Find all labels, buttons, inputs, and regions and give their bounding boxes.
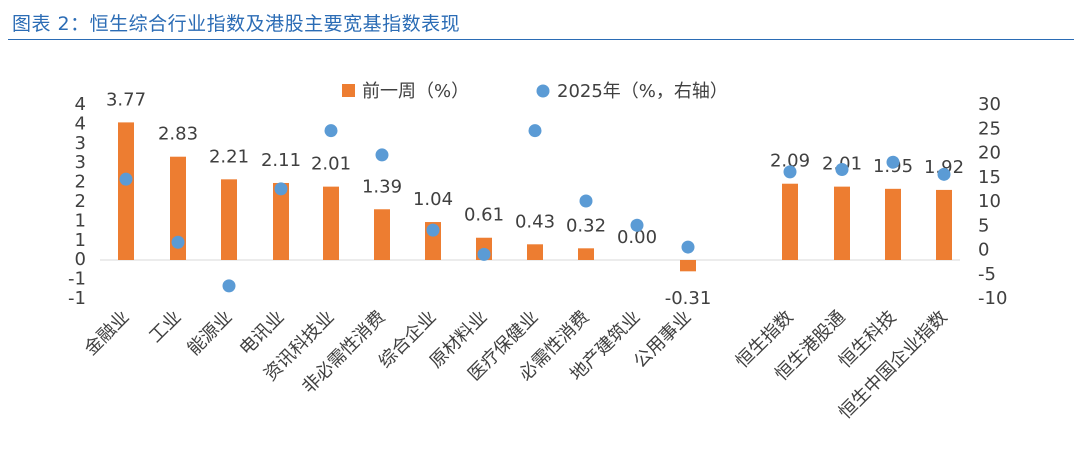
title-rule	[8, 39, 1074, 40]
right-tick-label: 0	[978, 240, 989, 261]
left-tick-label: -1	[68, 269, 86, 290]
left-tick-label: -1	[68, 288, 86, 309]
scatter-point	[528, 124, 542, 138]
right-tick-label: 15	[978, 167, 1001, 188]
bar-data-label: 2.83	[158, 124, 198, 145]
bar	[782, 183, 798, 260]
left-tick-label: 0	[75, 249, 86, 270]
scatter-point	[375, 148, 389, 162]
x-axis-categories: 金融业 工业能源业电讯业资讯科技业非必需性消费综合企业原材料业医疗保健业必需性消费…	[81, 307, 952, 424]
legend-swatch-bar	[342, 84, 355, 97]
scatter-point	[783, 165, 797, 179]
legend-swatch-dot	[536, 84, 550, 98]
scatter-point	[119, 172, 133, 186]
scatter-point	[171, 235, 185, 249]
bar-data-label: 0.61	[464, 205, 504, 226]
scatter-point	[324, 124, 338, 138]
bar	[885, 188, 901, 260]
bar	[527, 244, 543, 260]
x-category-label: 金融业	[81, 307, 134, 360]
bar-data-label: 0.43	[515, 211, 555, 232]
left-tick-label: 4	[75, 94, 86, 115]
right-tick-label: 20	[978, 143, 1001, 164]
bar-data-label: 1.92	[924, 157, 964, 178]
left-tick-label: 3	[75, 133, 86, 154]
scatter-point	[274, 182, 288, 196]
bar-data-label: -0.31	[665, 288, 712, 309]
x-category-label: 能源业	[184, 307, 237, 360]
bar	[118, 122, 134, 261]
scatter-point	[579, 194, 593, 208]
bar-series	[118, 122, 952, 272]
bar	[374, 209, 390, 260]
x-category-label: 公用事业	[630, 307, 696, 373]
left-tick-label: 3	[75, 152, 86, 173]
scatter-point	[937, 167, 951, 181]
scatter-point	[681, 240, 695, 254]
right-tick-label: 25	[978, 118, 1001, 139]
bar	[323, 186, 339, 260]
legend-label-bar: 前一周（%）	[362, 81, 469, 102]
page-title: 图表 2：恒生综合行业指数及港股主要宽基指数表现	[12, 13, 461, 35]
scatter-point	[835, 162, 849, 176]
bar-data-label: 2.11	[261, 150, 301, 171]
left-tick-label: 2	[75, 172, 86, 193]
legend: 前一周（%） 2025年（%，右轴）	[342, 81, 728, 102]
bar-data-label: 3.77	[106, 89, 146, 110]
bar-data-label: 2.21	[209, 146, 249, 167]
left-tick-label: 2	[75, 191, 86, 212]
bar-data-label: 2.01	[311, 154, 351, 175]
scatter-point	[477, 247, 491, 261]
bar-data-label: 0.32	[566, 215, 606, 236]
scatter-point	[630, 218, 644, 232]
right-tick-label: -10	[978, 288, 1007, 309]
bar	[170, 156, 186, 260]
bar-data-label: 1.39	[362, 176, 402, 197]
scatter-series	[119, 124, 951, 293]
x-category-label: 工业	[145, 307, 185, 347]
report-header: 图表 2：恒生综合行业指数及港股主要宽基指数表现	[0, 0, 1080, 42]
bar-data-label: 1.04	[413, 189, 453, 210]
bar	[834, 186, 850, 260]
bar-data-label: 2.09	[770, 151, 810, 172]
right-tick-label: 10	[978, 191, 1001, 212]
bar-data-label: 0.00	[617, 227, 657, 248]
left-tick-label: 1	[75, 230, 86, 251]
right-tick-label: -5	[978, 264, 996, 285]
left-tick-label: 1	[75, 210, 86, 231]
left-tick-label: 4	[75, 113, 86, 134]
scatter-point	[222, 279, 236, 293]
scatter-point	[426, 223, 440, 237]
right-tick-label: 30	[978, 94, 1001, 115]
right-tick-label: 5	[978, 215, 989, 236]
bar	[578, 248, 594, 260]
legend-label-dot: 2025年（%，右轴）	[557, 81, 728, 102]
bar	[680, 260, 696, 272]
bar	[273, 182, 289, 260]
scatter-point	[886, 155, 900, 169]
bar-data-labels: 3.77 2.83 2.21 2.11 2.01 1.39 1.04 0.61 0.43 0.32…	[106, 89, 964, 309]
bar	[936, 189, 952, 260]
bar	[221, 179, 237, 260]
right-axis: 30 25 20 15 10 5 0 -5 -10	[978, 94, 1007, 309]
